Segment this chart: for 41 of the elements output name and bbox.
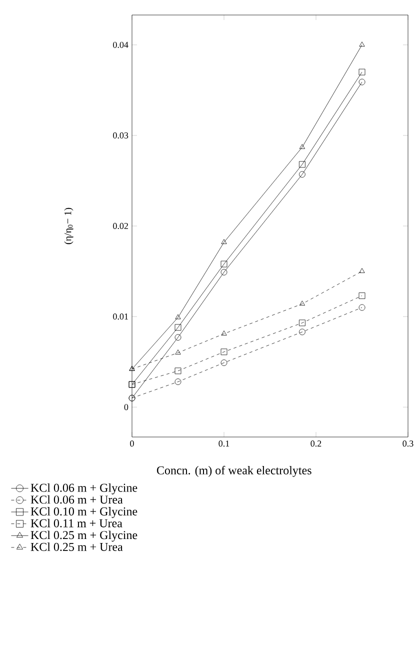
- y-tick-label: 0.04: [113, 42, 128, 48]
- y-tick-label: 0.01: [113, 313, 128, 320]
- point: [175, 350, 181, 354]
- point: [174, 378, 182, 385]
- point: [221, 330, 227, 336]
- legend-label: KCl 0.06 m + Glycine: [30, 483, 138, 494]
- y-tick-label: 0.02: [113, 222, 128, 230]
- point: [359, 42, 365, 47]
- point: [299, 161, 306, 168]
- point: [174, 368, 182, 374]
- legend-label: KCl 0.25 m + Urea: [30, 542, 123, 552]
- point: [174, 334, 182, 341]
- legend-label: KCl 0.06 m + Urea: [30, 495, 123, 504]
- x-tick-label: 0.1: [218, 440, 230, 447]
- point: [175, 314, 181, 320]
- point: [359, 268, 365, 273]
- point: [220, 360, 228, 366]
- point: [299, 300, 305, 306]
- point: [358, 68, 366, 76]
- point: [358, 78, 366, 86]
- legend-label: KCl 0.25 m + Glycine: [30, 530, 138, 542]
- point: [299, 320, 306, 326]
- point: [220, 260, 228, 268]
- x-tick-label: 0.2: [310, 440, 322, 447]
- legend-label: KCl 0.11 m + Urea: [30, 518, 122, 528]
- x-axis-title: Concn. (m) of weak electrolytes: [156, 466, 312, 477]
- point: [220, 268, 228, 276]
- point: [220, 348, 228, 356]
- point: [358, 292, 366, 299]
- x-tick-label: 0.3: [402, 440, 414, 447]
- y-tick-label: 0: [124, 404, 128, 410]
- legend-label: KCl 0.10 m + Glycine: [30, 507, 138, 518]
- point: [299, 144, 305, 149]
- point: [221, 239, 227, 244]
- y-axis-title: (η/η$_{0}$− 1): [64, 208, 74, 244]
- point: [299, 328, 306, 336]
- y-tick-label: 0.03: [113, 132, 128, 138]
- x-tick-label: 0: [130, 440, 134, 447]
- point: [358, 304, 366, 311]
- point: [299, 171, 306, 178]
- point: [174, 324, 182, 331]
